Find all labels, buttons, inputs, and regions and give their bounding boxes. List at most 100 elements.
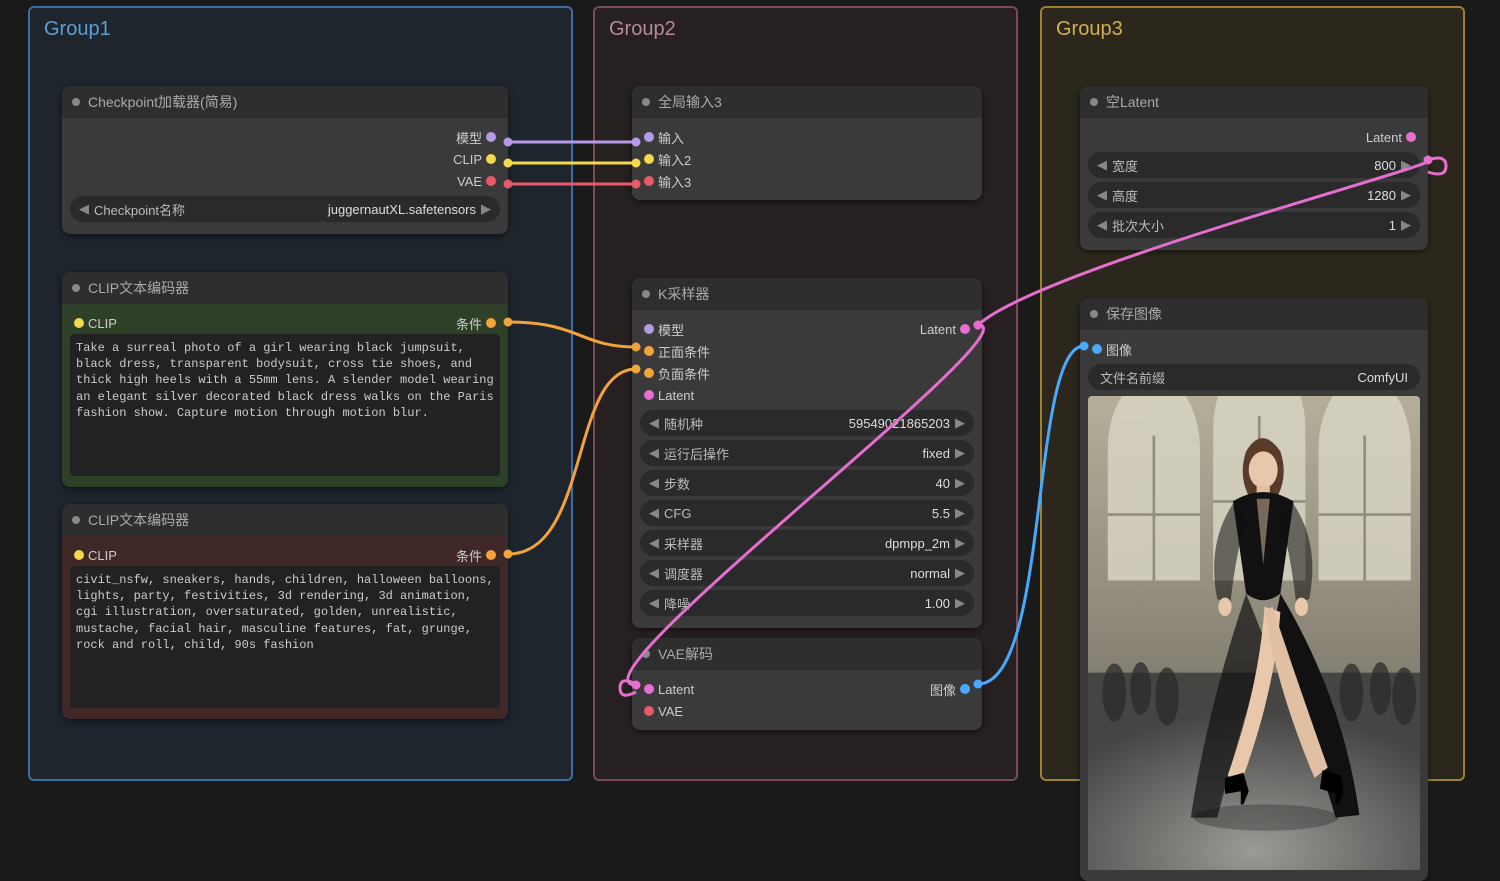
- collapse-icon[interactable]: [1090, 98, 1098, 106]
- prev-arrow-icon[interactable]: ◀: [648, 445, 660, 461]
- collapse-icon[interactable]: [1090, 310, 1098, 318]
- node-checkpoint-loader[interactable]: Checkpoint加载器(简易) 模型 CLIP VAE ◀ Checkpoi…: [62, 86, 508, 234]
- input-port-negative[interactable]: 负面条件: [640, 362, 974, 384]
- image-preview[interactable]: [1088, 396, 1420, 873]
- group-2-title: Group2: [603, 16, 1008, 47]
- port-socket-icon[interactable]: [1406, 132, 1416, 142]
- next-arrow-icon[interactable]: ▶: [954, 415, 966, 431]
- ksampler-field-0[interactable]: ◀随机种59549021865203▶: [640, 410, 974, 436]
- latent-field-1[interactable]: ◀高度1280▶: [1088, 182, 1420, 208]
- node-header[interactable]: VAE解码: [632, 638, 982, 670]
- next-arrow-icon[interactable]: ▶: [954, 445, 966, 461]
- input-port-latent[interactable]: [644, 684, 654, 694]
- ksampler-field-4[interactable]: ◀采样器dpmpp_2m▶: [640, 530, 974, 556]
- filename-prefix-field[interactable]: 文件名前缀 ComfyUI: [1088, 364, 1420, 390]
- node-header[interactable]: CLIP文本编码器: [62, 272, 508, 304]
- port-socket-icon[interactable]: [486, 176, 496, 186]
- next-arrow-icon[interactable]: ▶: [1400, 187, 1412, 203]
- node-header[interactable]: 保存图像: [1080, 298, 1428, 330]
- port-socket-icon[interactable]: [644, 390, 654, 400]
- port-socket-icon[interactable]: [644, 368, 654, 378]
- ksampler-field-5[interactable]: ◀调度器normal▶: [640, 560, 974, 586]
- prev-arrow-icon[interactable]: ◀: [1096, 157, 1108, 173]
- checkpoint-name-selector[interactable]: ◀ Checkpoint名称 juggernautXL.safetensors …: [70, 196, 500, 222]
- node-clip-text-encode-negative[interactable]: CLIP文本编码器 CLIP 条件: [62, 504, 508, 719]
- node-header[interactable]: 空Latent: [1080, 86, 1428, 118]
- node-header[interactable]: K采样器: [632, 278, 982, 310]
- latent-field-2[interactable]: ◀批次大小1▶: [1088, 212, 1420, 238]
- collapse-icon[interactable]: [72, 284, 80, 292]
- collapse-icon[interactable]: [642, 98, 650, 106]
- collapse-icon[interactable]: [642, 290, 650, 298]
- input-port-positive[interactable]: 正面条件: [640, 340, 974, 362]
- input-port-clip[interactable]: [74, 550, 84, 560]
- output-port-latent[interactable]: [960, 324, 970, 334]
- field-value: 59549021865203: [707, 416, 954, 431]
- port-socket-icon[interactable]: [644, 176, 654, 186]
- next-arrow-icon[interactable]: ▶: [1400, 217, 1412, 233]
- field-label: 运行后操作: [660, 444, 733, 463]
- node-header[interactable]: 全局输入3: [632, 86, 982, 118]
- next-arrow-icon[interactable]: ▶: [954, 505, 966, 521]
- prev-arrow-icon[interactable]: ◀: [648, 505, 660, 521]
- input-port-image[interactable]: 图像: [1088, 338, 1420, 360]
- prev-arrow-icon[interactable]: ◀: [648, 415, 660, 431]
- collapse-icon[interactable]: [72, 98, 80, 106]
- prev-arrow-icon[interactable]: ◀: [648, 475, 660, 491]
- prev-arrow-icon[interactable]: ◀: [1096, 217, 1108, 233]
- output-port-clip[interactable]: CLIP: [70, 148, 500, 170]
- input-port-latent[interactable]: Latent: [640, 384, 974, 406]
- field-label: 文件名前缀: [1096, 368, 1169, 387]
- next-arrow-icon[interactable]: ▶: [954, 475, 966, 491]
- next-arrow-icon[interactable]: ▶: [480, 201, 492, 217]
- ksampler-field-1[interactable]: ◀运行后操作fixed▶: [640, 440, 974, 466]
- port-socket-icon[interactable]: [644, 346, 654, 356]
- field-value: 5.5: [695, 506, 954, 521]
- node-header[interactable]: CLIP文本编码器: [62, 504, 508, 536]
- negative-prompt-input[interactable]: [70, 566, 500, 708]
- output-port-latent[interactable]: Latent: [1088, 126, 1420, 148]
- node-clip-text-encode-positive[interactable]: CLIP文本编码器 CLIP 条件: [62, 272, 508, 487]
- output-port-image[interactable]: [960, 684, 970, 694]
- latent-field-0[interactable]: ◀宽度800▶: [1088, 152, 1420, 178]
- prev-arrow-icon[interactable]: ◀: [1096, 187, 1108, 203]
- next-arrow-icon[interactable]: ▶: [954, 595, 966, 611]
- node-ksampler[interactable]: K采样器 模型 Latent 正面条件 负面条件 Latent ◀随机种5954…: [632, 278, 982, 628]
- positive-prompt-input[interactable]: [70, 334, 500, 476]
- collapse-icon[interactable]: [72, 516, 80, 524]
- input-port-model[interactable]: [644, 324, 654, 334]
- prev-arrow-icon[interactable]: ◀: [78, 201, 90, 217]
- output-port-conditioning[interactable]: [486, 550, 496, 560]
- port-socket-icon[interactable]: [486, 132, 496, 142]
- port-socket-icon[interactable]: [644, 132, 654, 142]
- prev-arrow-icon[interactable]: ◀: [648, 595, 660, 611]
- next-arrow-icon[interactable]: ▶: [954, 565, 966, 581]
- input-port-clip[interactable]: [74, 318, 84, 328]
- node-title: VAE解码: [658, 644, 713, 664]
- port-socket-icon[interactable]: [1092, 344, 1102, 354]
- output-port-vae[interactable]: VAE: [70, 170, 500, 192]
- port-socket-icon[interactable]: [644, 154, 654, 164]
- port-socket-icon[interactable]: [644, 706, 654, 716]
- node-title: 全局输入3: [658, 92, 722, 112]
- input-port-vae[interactable]: VAE: [640, 700, 974, 722]
- node-header[interactable]: Checkpoint加载器(简易): [62, 86, 508, 118]
- input-port-3[interactable]: 输入3: [640, 170, 974, 192]
- input-port-1[interactable]: 输入: [640, 126, 974, 148]
- node-vae-decode[interactable]: VAE解码 Latent 图像 VAE: [632, 638, 982, 730]
- ksampler-field-6[interactable]: ◀降噪1.00▶: [640, 590, 974, 616]
- node-save-image[interactable]: 保存图像 图像 文件名前缀 ComfyUI: [1080, 298, 1428, 881]
- node-empty-latent[interactable]: 空Latent Latent ◀宽度800▶ ◀高度1280▶ ◀批次大小1▶: [1080, 86, 1428, 250]
- ksampler-field-2[interactable]: ◀步数40▶: [640, 470, 974, 496]
- node-global-input[interactable]: 全局输入3 输入 输入2 输入3: [632, 86, 982, 200]
- next-arrow-icon[interactable]: ▶: [1400, 157, 1412, 173]
- output-port-conditioning[interactable]: [486, 318, 496, 328]
- prev-arrow-icon[interactable]: ◀: [648, 535, 660, 551]
- collapse-icon[interactable]: [642, 650, 650, 658]
- ksampler-field-3[interactable]: ◀CFG5.5▶: [640, 500, 974, 526]
- next-arrow-icon[interactable]: ▶: [954, 535, 966, 551]
- prev-arrow-icon[interactable]: ◀: [648, 565, 660, 581]
- input-port-2[interactable]: 输入2: [640, 148, 974, 170]
- port-socket-icon[interactable]: [486, 154, 496, 164]
- output-port-model[interactable]: 模型: [70, 126, 500, 148]
